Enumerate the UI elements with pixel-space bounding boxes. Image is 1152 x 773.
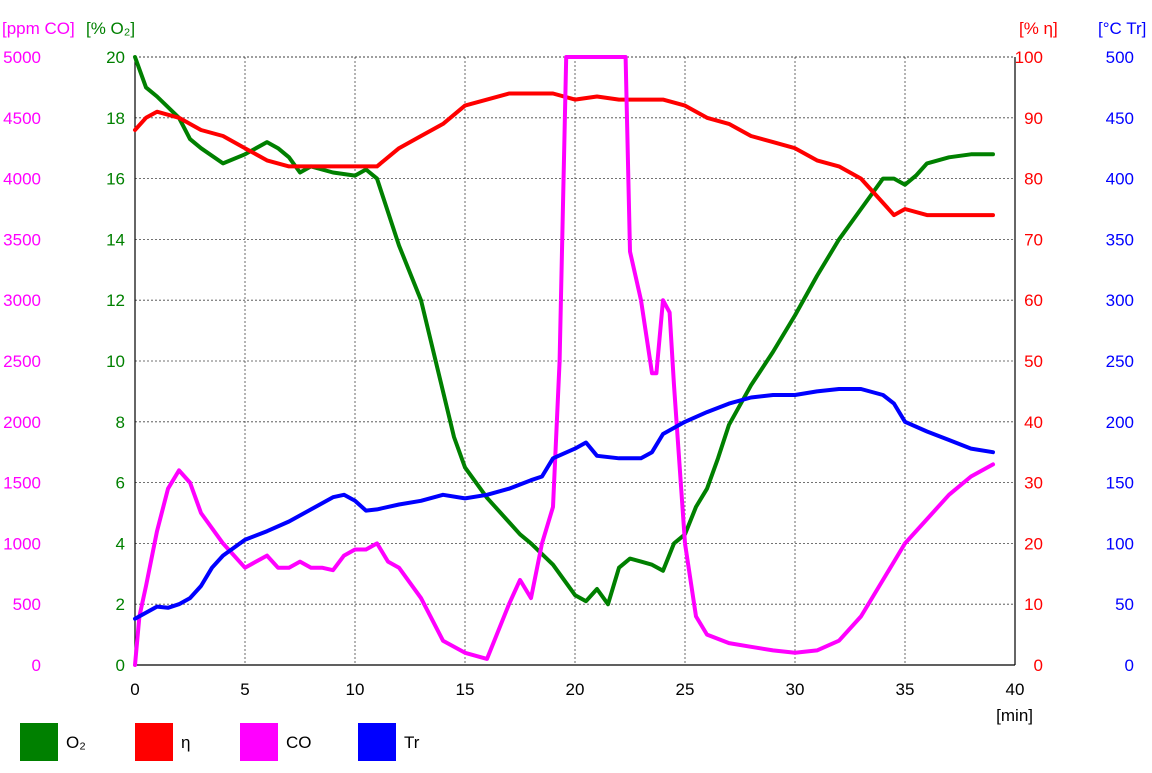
- x-tick-label: 10: [346, 680, 365, 699]
- y-tick-label-o2: 16: [106, 170, 125, 189]
- legend-swatch-tr: [358, 723, 396, 761]
- y-tick-label-tr: 0: [1125, 656, 1134, 675]
- legend-label-co: CO: [286, 733, 312, 752]
- series-line-o2: [133, 55, 995, 607]
- y-tick-label-o2: 10: [106, 352, 125, 371]
- y-tick-label-eta: 30: [1024, 474, 1043, 493]
- x-tick-label: 5: [240, 680, 249, 699]
- series-line-eta: [133, 91, 995, 218]
- x-tick-label: 20: [566, 680, 585, 699]
- y-tick-label-co: 5000: [3, 48, 41, 67]
- legend-swatch-o2: [20, 723, 58, 761]
- y-tick-label-co: 2500: [3, 352, 41, 371]
- y-tick-label-o2: 20: [106, 48, 125, 67]
- y-tick-label-tr: 250: [1106, 352, 1134, 371]
- y-tick-label-co: 4500: [3, 109, 41, 128]
- y-tick-label-o2: 6: [116, 474, 125, 493]
- y-tick-label-eta: 10: [1024, 595, 1043, 614]
- y-tick-label-co: 500: [13, 595, 41, 614]
- y-tick-label-co: 4000: [3, 170, 41, 189]
- axis-label-o2: [% O₂]: [86, 19, 135, 38]
- y-tick-label-o2: 18: [106, 109, 125, 128]
- y-tick-label-tr: 300: [1106, 291, 1134, 310]
- y-tick-label-tr: 350: [1106, 230, 1134, 249]
- y-tick-label-eta: 60: [1024, 291, 1043, 310]
- series-line-tr: [133, 387, 995, 621]
- x-tick-label: 40: [1006, 680, 1025, 699]
- y-tick-label-eta: 90: [1024, 109, 1043, 128]
- y-tick-label-tr: 500: [1106, 48, 1134, 67]
- axis-label-eta: [% η]: [1019, 19, 1058, 38]
- y-tick-label-o2: 14: [106, 230, 125, 249]
- y-tick-label-tr: 450: [1106, 109, 1134, 128]
- y-tick-label-co: 1000: [3, 534, 41, 553]
- legend-label-o2: O₂: [66, 733, 86, 752]
- series-line-co: [133, 55, 995, 667]
- axis-label-co: [ppm CO]: [2, 19, 75, 38]
- x-tick-label: 15: [456, 680, 475, 699]
- y-tick-label-o2: 8: [116, 413, 125, 432]
- legend-label-eta: η: [181, 733, 190, 752]
- y-tick-label-tr: 150: [1106, 474, 1134, 493]
- y-tick-label-eta: 50: [1024, 352, 1043, 371]
- y-tick-label-co: 3000: [3, 291, 41, 310]
- legend-swatch-eta: [135, 723, 173, 761]
- y-tick-label-co: 1500: [3, 474, 41, 493]
- x-axis-label: [min]: [996, 706, 1033, 725]
- y-tick-label-co: 2000: [3, 413, 41, 432]
- y-tick-label-eta: 20: [1024, 534, 1043, 553]
- y-tick-label-eta: 70: [1024, 230, 1043, 249]
- y-tick-label-o2: 4: [116, 534, 125, 553]
- y-tick-label-tr: 200: [1106, 413, 1134, 432]
- y-tick-label-tr: 50: [1115, 595, 1134, 614]
- y-tick-label-o2: 2: [116, 595, 125, 614]
- y-tick-label-tr: 400: [1106, 170, 1134, 189]
- y-tick-label-co: 3500: [3, 230, 41, 249]
- y-tick-label-eta: 100: [1015, 48, 1043, 67]
- x-tick-label: 25: [676, 680, 695, 699]
- legend-label-tr: Tr: [404, 733, 420, 752]
- x-tick-label: 35: [896, 680, 915, 699]
- y-tick-label-eta: 80: [1024, 170, 1043, 189]
- y-tick-label-o2: 12: [106, 291, 125, 310]
- y-tick-label-tr: 100: [1106, 534, 1134, 553]
- y-tick-label-eta: 0: [1034, 656, 1043, 675]
- x-tick-label: 30: [786, 680, 805, 699]
- legend-swatch-co: [240, 723, 278, 761]
- y-tick-label-eta: 40: [1024, 413, 1043, 432]
- y-tick-label-co: 0: [32, 656, 41, 675]
- x-tick-label: 0: [130, 680, 139, 699]
- axis-label-tr: [°C Tr]: [1098, 19, 1146, 38]
- y-tick-label-o2: 0: [116, 656, 125, 675]
